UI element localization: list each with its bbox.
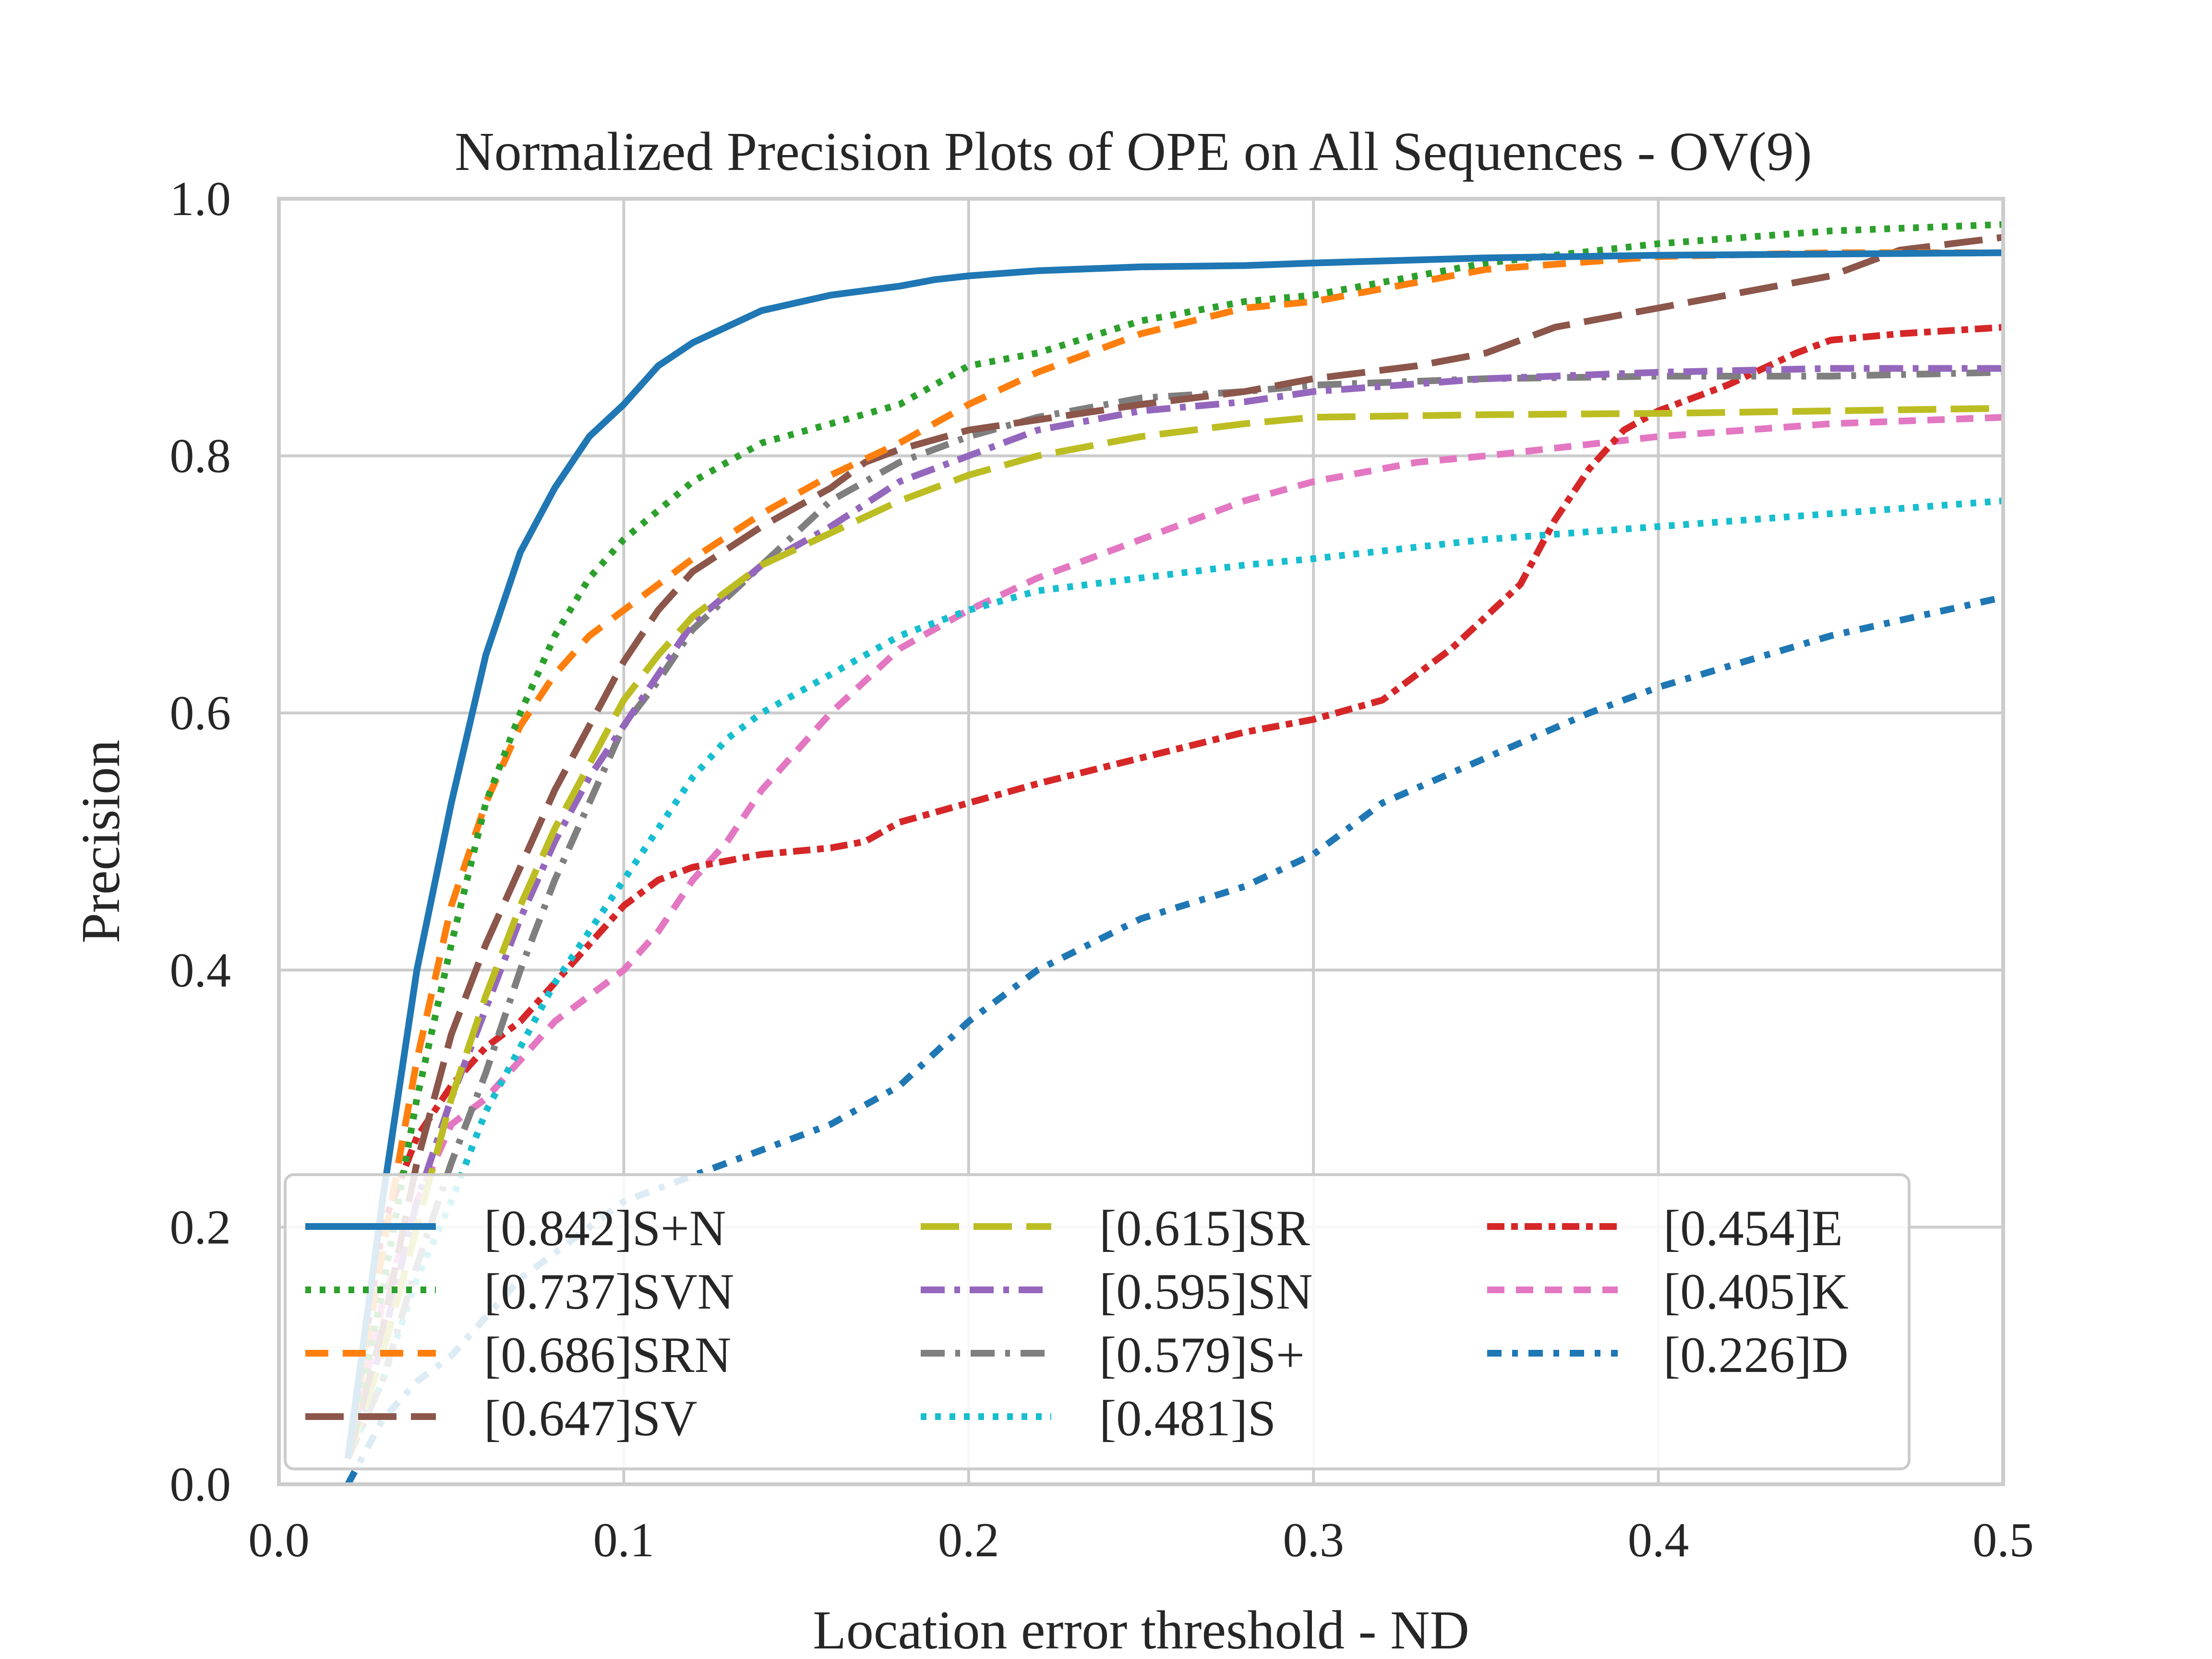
series-line [344,234,2004,1460]
series-line [344,249,2004,1459]
legend-label: [0.454]E [1663,1200,1843,1256]
legend: [0.842]S+N [0.737]SVN [0.686]SRN [0.647]SV [… [284,1173,1911,1470]
x-tick-label: 0.0 [248,1513,310,1567]
x-tick-label: 0.4 [1628,1513,1689,1567]
legend-box [284,1173,1911,1470]
x-tick-label: 0.2 [938,1513,999,1567]
legend-label: [0.686]SRN [484,1327,731,1383]
y-tick-labels: 0.0 0.2 0.4 0.6 0.8 1.0 [170,172,231,1512]
x-tick-label: 0.1 [593,1513,655,1567]
legend-label: [0.595]SN [1099,1263,1313,1320]
legend-label: [0.647]SV [484,1390,697,1446]
chart-title: Normalized Precision Plots of OPE on All… [455,121,1812,182]
x-tick-label: 0.5 [1972,1513,2034,1567]
series-line [345,405,2004,1460]
y-tick-label: 1.0 [170,172,231,226]
legend-label: [0.579]S+ [1099,1327,1305,1383]
y-tick-label: 0.2 [170,1200,231,1254]
legend-label: [0.226]D [1663,1327,1849,1383]
y-axis-label: Precision [70,740,131,943]
series-line [345,497,2004,1460]
y-tick-label: 0.0 [170,1457,231,1512]
x-tick-labels: 0.0 0.1 0.2 0.3 0.4 0.5 [248,1513,2034,1567]
series-line [345,369,2004,1460]
plot-frame [277,197,2005,1486]
legend-label: [0.615]SR [1099,1200,1310,1256]
legend-label: [0.842]S+N [484,1200,726,1256]
legend-label: [0.737]SVN [484,1263,734,1320]
series-lines [344,221,2004,1486]
series-line [344,324,2004,1459]
x-axis-label: Location error threshold - ND [813,1599,1469,1659]
legend-label: [0.481]S [1099,1390,1276,1446]
legend-label: [0.405]K [1663,1263,1849,1320]
series-line [344,249,2003,1459]
y-tick-label: 0.8 [170,429,231,483]
y-tick-label: 0.4 [170,943,231,998]
y-tick-label: 0.6 [170,686,231,740]
series-line [344,414,2004,1459]
x-tick-label: 0.3 [1283,1513,1344,1567]
series-line [344,221,2004,1459]
